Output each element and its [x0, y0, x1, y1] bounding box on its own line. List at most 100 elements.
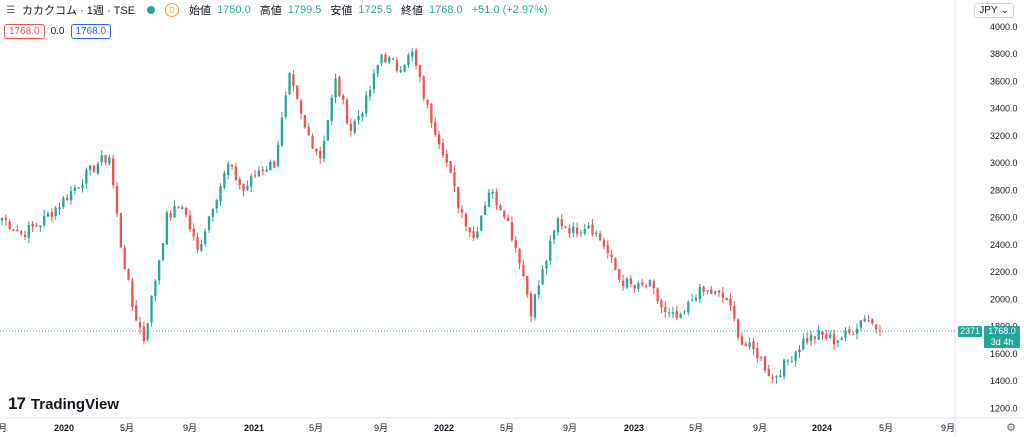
candle-body	[104, 155, 107, 163]
x-tick-label: 2022	[434, 423, 454, 433]
candle-body	[667, 312, 671, 314]
candle-body	[345, 100, 349, 124]
candle-body	[50, 212, 53, 217]
candle-body	[372, 73, 376, 90]
candle-body	[426, 99, 429, 105]
candle-body	[173, 206, 176, 218]
candle-body	[683, 311, 686, 313]
candle-body	[537, 285, 540, 295]
trade-boxes: 1768.0 0.0 1768.0	[4, 24, 112, 39]
candle-body	[794, 351, 797, 361]
candle-body	[556, 218, 560, 233]
candle-body	[733, 306, 736, 319]
x-tick-label: 2023	[624, 423, 644, 433]
candle-body	[54, 207, 57, 217]
candle-body	[863, 318, 866, 322]
candle-body	[342, 95, 345, 100]
candle-body	[875, 324, 878, 330]
x-tick-label: 2021	[244, 423, 264, 433]
candle-body	[16, 229, 19, 232]
y-tick-label: 2200.0	[990, 267, 1018, 277]
symbol-title[interactable]: カカクコム · 1週 · TSE	[22, 5, 136, 17]
candle-body	[499, 205, 502, 210]
candle-body	[123, 247, 126, 270]
candle-body	[871, 319, 874, 324]
candle-body	[487, 192, 491, 207]
candle-body	[598, 233, 602, 241]
candle-body	[821, 331, 824, 336]
candle-body	[284, 95, 287, 117]
tradingview-logo[interactable]: 17 TradingView	[8, 394, 119, 414]
candle-body	[269, 161, 272, 170]
candle-body	[483, 205, 487, 215]
candle-body	[583, 228, 586, 234]
y-tick-label: 3400.0	[990, 104, 1018, 114]
y-tick-label: 3200.0	[990, 131, 1018, 141]
candle-body	[77, 187, 80, 189]
bars-icon[interactable]: ☰	[6, 4, 16, 16]
candle-body	[384, 54, 387, 63]
y-tick-label: 2800.0	[990, 185, 1018, 195]
candle-body	[238, 179, 241, 186]
candle-body	[265, 169, 268, 172]
candle-body	[441, 143, 445, 156]
candle-body	[353, 121, 356, 133]
candle-body	[296, 85, 299, 100]
candle-body	[618, 269, 621, 280]
candle-body	[610, 254, 613, 257]
candle-body	[648, 280, 652, 287]
candle-body	[806, 338, 809, 343]
candle-body	[315, 148, 318, 152]
candle-body	[529, 293, 533, 317]
x-tick-label: 5月	[689, 423, 703, 433]
candle-body	[595, 232, 598, 234]
market-status-dot	[147, 6, 156, 14]
x-tick-label: 9月	[753, 423, 767, 433]
candle-body	[307, 127, 310, 136]
candle-body	[66, 197, 69, 201]
candle-body	[292, 74, 295, 86]
candle-body	[572, 226, 575, 233]
candle-body	[92, 166, 96, 172]
candle-body	[844, 330, 847, 338]
y-tick-label: 2400.0	[990, 240, 1018, 250]
candle-body	[763, 356, 767, 371]
y-tick-label: 3000.0	[990, 158, 1018, 168]
candle-body	[250, 176, 253, 187]
candle-body	[85, 169, 88, 184]
candle-body	[319, 150, 322, 159]
candle-body	[549, 240, 552, 261]
candle-body	[388, 57, 391, 63]
currency-selector[interactable]: JPY ⌄	[974, 3, 1014, 18]
candle-body	[468, 227, 471, 233]
candle-body	[706, 290, 709, 292]
candle-body	[836, 340, 839, 343]
candle-body	[775, 376, 778, 378]
candle-body	[230, 164, 234, 167]
candle-body	[330, 97, 333, 121]
candle-body	[679, 313, 682, 318]
candle-body	[403, 65, 406, 72]
candle-body	[357, 116, 360, 121]
candle-body	[411, 51, 414, 57]
candle-body	[0, 217, 4, 221]
candle-body	[127, 268, 130, 280]
buy-button[interactable]: 1768.0	[70, 24, 112, 39]
candle-body	[365, 95, 368, 114]
change-value: +51.0 (+2.97%)	[471, 4, 548, 16]
candle-body	[698, 286, 701, 300]
candle-body	[832, 333, 836, 345]
sell-button[interactable]: 1768.0	[4, 24, 45, 39]
candle-body	[637, 282, 640, 289]
candle-body	[27, 224, 30, 238]
x-tick-label: 5月	[309, 423, 323, 433]
candle-body	[391, 58, 395, 60]
candle-body	[782, 359, 786, 377]
candle-body	[786, 360, 790, 362]
interval-badge[interactable]: D	[165, 3, 180, 17]
candle-body	[380, 54, 383, 64]
candle-body	[407, 54, 410, 65]
candle-body	[399, 70, 402, 72]
settings-gear-icon[interactable]: ⚙	[1006, 422, 1016, 434]
